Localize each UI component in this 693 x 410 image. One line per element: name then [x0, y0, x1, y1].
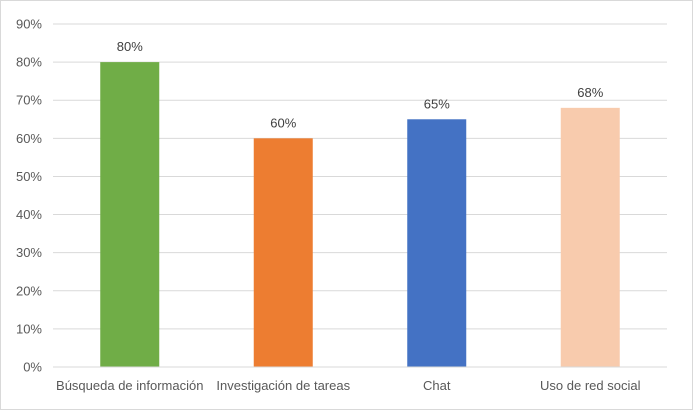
bar [560, 107, 620, 367]
y-tick-label: 50% [16, 169, 42, 184]
y-tick-label: 10% [16, 321, 42, 336]
y-tick-label: 40% [16, 207, 42, 222]
y-tick-label: 80% [16, 55, 42, 70]
data-label: 68% [577, 85, 603, 100]
category-label: Uso de red social [540, 378, 641, 393]
bar [407, 119, 467, 368]
y-tick-label: 20% [16, 283, 42, 298]
data-label: 80% [117, 39, 143, 54]
y-tick-label: 90% [16, 17, 42, 32]
bar [100, 62, 160, 367]
x-axis-categories: Búsqueda de información Investigación de … [56, 378, 641, 393]
y-tick-label: 60% [16, 131, 42, 146]
data-labels: 80% 60% 65% 68% [117, 39, 604, 130]
data-label: 60% [270, 115, 296, 130]
data-label: 65% [424, 96, 450, 111]
y-tick-label: 0% [23, 360, 42, 375]
y-tick-label: 70% [16, 93, 42, 108]
category-label: Chat [423, 378, 451, 393]
y-tick-label: 30% [16, 245, 42, 260]
y-axis-ticks: 0% 10% 20% 30% 40% 50% 60% 70% 80% 90% [16, 17, 42, 375]
bar [253, 138, 313, 367]
bars [100, 62, 620, 368]
category-label: Investigación de tareas [216, 378, 350, 393]
category-label: Búsqueda de información [56, 378, 203, 393]
